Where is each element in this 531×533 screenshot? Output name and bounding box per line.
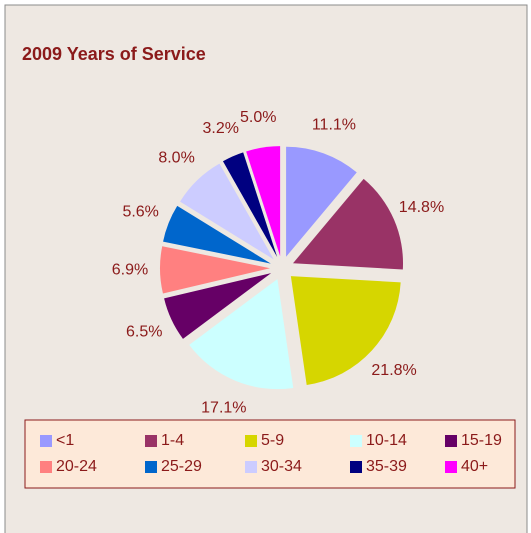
data-label: 21.8% bbox=[371, 362, 416, 379]
legend-swatch bbox=[145, 435, 157, 447]
legend-label: <1 bbox=[56, 432, 74, 449]
legend-label: 40+ bbox=[461, 458, 488, 475]
legend-swatch bbox=[350, 461, 362, 473]
legend-label: 1-4 bbox=[161, 432, 184, 449]
legend-swatch bbox=[40, 435, 52, 447]
pie-slice bbox=[222, 152, 278, 258]
legend-label: 10-14 bbox=[366, 432, 407, 449]
pie-slice bbox=[180, 163, 274, 260]
chart-title: 2009 Years of Service bbox=[22, 44, 206, 64]
pie-slice bbox=[293, 178, 404, 270]
data-label: 8.0% bbox=[158, 150, 194, 167]
legend-swatch bbox=[145, 461, 157, 473]
legend-swatch bbox=[445, 435, 457, 447]
legend-label: 5-9 bbox=[261, 432, 284, 449]
pie-slice bbox=[160, 246, 271, 294]
data-label: 3.2% bbox=[203, 120, 239, 137]
pie-slice bbox=[164, 273, 272, 339]
data-label: 6.9% bbox=[112, 262, 148, 279]
legend-swatch bbox=[245, 435, 257, 447]
data-label: 14.8% bbox=[399, 199, 444, 216]
data-label: 5.0% bbox=[240, 109, 276, 126]
pie-slice bbox=[246, 146, 281, 257]
legend-label: 25-29 bbox=[161, 458, 202, 475]
data-label: 6.5% bbox=[126, 324, 162, 341]
pie-slice bbox=[163, 205, 271, 264]
pie-slice bbox=[290, 276, 401, 385]
data-label: 11.1% bbox=[312, 116, 356, 133]
legend bbox=[24, 419, 516, 489]
legend-label: 35-39 bbox=[366, 458, 407, 475]
pie-slice bbox=[286, 146, 357, 257]
data-label: 17.1% bbox=[201, 400, 246, 417]
data-label: 5.6% bbox=[122, 203, 158, 220]
legend-label: 15-19 bbox=[461, 432, 502, 449]
legend-label: 30-34 bbox=[261, 458, 302, 475]
pie-slice bbox=[189, 279, 294, 390]
legend-swatch bbox=[40, 461, 52, 473]
legend-swatch bbox=[350, 435, 362, 447]
legend-swatch bbox=[245, 461, 257, 473]
legend-label: 20-24 bbox=[56, 458, 97, 475]
legend-swatch bbox=[445, 461, 457, 473]
